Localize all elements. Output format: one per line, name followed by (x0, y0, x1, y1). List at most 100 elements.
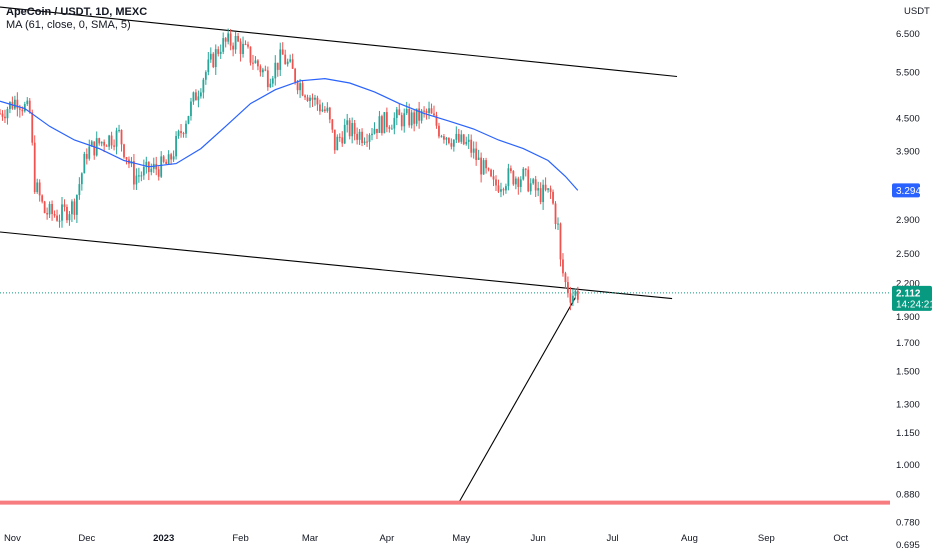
candle-layer (0, 28, 579, 311)
candle-body (512, 171, 515, 185)
candle-body (66, 206, 68, 221)
candle-body (564, 273, 567, 283)
candle-body (472, 148, 475, 153)
candle-body (462, 134, 465, 145)
candle-body (51, 203, 53, 214)
candle-body (192, 92, 195, 102)
candle-body (405, 108, 408, 114)
candle-body (505, 186, 507, 191)
candle-body (430, 108, 433, 114)
candle-body (48, 203, 51, 215)
candle-body (418, 108, 421, 121)
drawing-layer[interactable] (0, 6, 890, 505)
ma-line (0, 77, 579, 191)
candle-body (261, 69, 264, 73)
candle-body (544, 184, 547, 190)
candle-body (460, 134, 463, 142)
price-tick-label: 6.500 (896, 29, 920, 40)
candle-body (361, 131, 363, 144)
price-tick-label: 0.780 (896, 517, 920, 528)
candle-body (78, 184, 81, 196)
candle-body (204, 72, 207, 80)
candle-body (539, 188, 542, 203)
candle-body (562, 259, 564, 274)
price-tick-label: 0.880 (896, 490, 920, 501)
candle-body (351, 123, 354, 137)
candle-body (120, 129, 123, 145)
trend-line[interactable] (0, 231, 673, 300)
candle-body (452, 139, 455, 147)
candle-body (450, 143, 453, 147)
candle-body (465, 141, 468, 145)
candle-body (212, 53, 215, 68)
axis-layer[interactable]: USDT 6.500 5.500 4.500 3.900 3.294 2.900 2.500 2… (4, 6, 930, 550)
candle-body (410, 112, 413, 126)
candle-body (137, 175, 140, 177)
price-tick-label: 0.695 (896, 540, 920, 550)
candle-body (363, 141, 366, 144)
candle-body (93, 141, 96, 156)
candle-body (180, 131, 182, 134)
candle-body (85, 153, 88, 159)
candle-body (197, 96, 200, 101)
candle-body (195, 92, 197, 101)
symbol-title[interactable]: ApeCoin / USDT, 1D, MEXC (6, 6, 148, 18)
candle-body (98, 138, 101, 144)
candle-body (567, 282, 569, 294)
candle-body (413, 112, 416, 124)
candle-body (33, 142, 36, 192)
currency-label: USDT (904, 6, 930, 17)
candle-body (224, 38, 227, 42)
candle-body (368, 135, 371, 142)
candle-body (222, 38, 225, 52)
candle-body (227, 33, 230, 42)
candle-body (61, 204, 63, 221)
candle-body (125, 157, 128, 160)
time-tick-label: Oct (833, 533, 848, 544)
time-tick-label: Aug (681, 533, 698, 544)
candle-body (547, 188, 549, 190)
candle-body (557, 223, 559, 225)
candle-body (500, 189, 502, 192)
candle-body (527, 169, 530, 192)
indicator-label[interactable]: MA (61, close, 0, SMA, 5) (6, 19, 131, 31)
candle-body (145, 161, 148, 167)
candle-body (28, 100, 31, 113)
trend-line[interactable] (458, 297, 576, 503)
time-tick-label: Feb (232, 533, 248, 544)
candle-body (475, 148, 478, 160)
trend-line[interactable] (0, 6, 678, 78)
candle-body (113, 145, 115, 147)
candle-body (110, 135, 113, 146)
time-tick-label: 2023 (153, 533, 174, 544)
candle-body (165, 161, 168, 164)
candle-body (36, 182, 39, 192)
candle-body (46, 212, 49, 215)
candle-body (569, 293, 572, 303)
candle-body (217, 49, 220, 54)
candle-body (485, 160, 487, 169)
candle-body (88, 146, 91, 159)
candle-body (0, 113, 1, 115)
candle-body (172, 156, 175, 160)
candle-body (343, 124, 346, 144)
candle-body (311, 97, 314, 100)
candle-body (443, 136, 445, 140)
time-tick-label: May (452, 533, 470, 544)
candle-body (353, 123, 356, 134)
candle-body (291, 59, 294, 69)
candle-body (274, 62, 277, 79)
candle-body (1, 113, 4, 117)
candle-body (264, 69, 267, 71)
candle-body (328, 107, 331, 120)
candle-body (190, 101, 192, 117)
candle-body (167, 154, 170, 164)
candle-body (108, 135, 111, 147)
candle-body (150, 168, 153, 173)
candle-body (400, 115, 403, 127)
time-tick-label: Sep (758, 533, 775, 544)
candle-body (356, 133, 359, 140)
candle-body (366, 141, 368, 143)
